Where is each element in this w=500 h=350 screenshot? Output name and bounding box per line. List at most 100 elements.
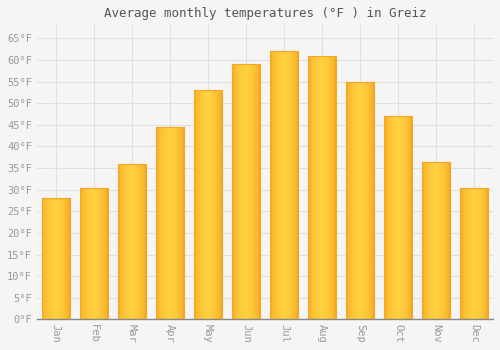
Bar (439, 162, 440, 320)
Bar (171, 127, 172, 320)
Bar (276, 51, 278, 320)
Bar (484, 188, 486, 320)
Bar (360, 82, 361, 320)
Bar (410, 116, 412, 320)
Bar (131, 164, 132, 320)
Bar (92, 188, 93, 320)
Bar (326, 56, 328, 320)
Bar (98, 188, 100, 320)
Bar (480, 188, 482, 320)
Bar (404, 116, 406, 320)
Bar (350, 82, 352, 320)
Bar (202, 90, 203, 320)
Bar (250, 64, 252, 320)
Bar (346, 82, 348, 320)
Bar (80, 188, 82, 320)
Bar (172, 127, 174, 320)
Bar (258, 64, 259, 320)
Bar (163, 127, 164, 320)
Bar (132, 164, 133, 320)
Bar (366, 82, 368, 320)
Bar (362, 82, 363, 320)
Bar (106, 188, 107, 320)
Bar (211, 90, 212, 320)
Bar (354, 82, 355, 320)
Bar (238, 64, 240, 320)
Bar (330, 56, 332, 320)
Bar (348, 82, 350, 320)
Bar (176, 127, 178, 320)
Bar (370, 82, 372, 320)
Bar (206, 90, 207, 320)
Bar (247, 64, 248, 320)
Bar (402, 116, 403, 320)
Bar (364, 82, 366, 320)
Bar (292, 51, 294, 320)
Bar (322, 56, 323, 320)
Bar (166, 127, 167, 320)
Bar (242, 64, 243, 320)
Bar (86, 188, 87, 320)
Bar (460, 188, 462, 320)
Bar (478, 188, 479, 320)
Bar (60, 198, 62, 320)
Bar (128, 164, 129, 320)
Bar (325, 56, 326, 320)
Bar (244, 64, 245, 320)
Bar (314, 56, 316, 320)
Bar (62, 198, 64, 320)
Bar (473, 188, 474, 320)
Bar (93, 188, 94, 320)
Bar (282, 51, 283, 320)
Bar (430, 162, 432, 320)
Bar (312, 56, 314, 320)
Bar (210, 90, 211, 320)
Bar (395, 116, 396, 320)
Bar (270, 51, 272, 320)
Bar (54, 198, 55, 320)
Bar (203, 90, 204, 320)
Bar (220, 90, 221, 320)
Bar (124, 164, 125, 320)
Bar (130, 164, 131, 320)
Bar (440, 162, 441, 320)
Bar (477, 188, 478, 320)
Bar (105, 188, 106, 320)
Bar (160, 127, 162, 320)
Bar (397, 116, 398, 320)
Bar (475, 188, 476, 320)
Bar (88, 188, 89, 320)
Bar (446, 162, 448, 320)
Bar (194, 90, 196, 320)
Bar (316, 56, 317, 320)
Bar (66, 198, 67, 320)
Bar (46, 198, 48, 320)
Bar (406, 116, 408, 320)
Bar (246, 64, 247, 320)
Bar (317, 56, 318, 320)
Bar (361, 82, 362, 320)
Bar (428, 162, 430, 320)
Bar (165, 127, 166, 320)
Bar (422, 162, 424, 320)
Bar (433, 162, 434, 320)
Bar (245, 64, 246, 320)
Bar (464, 188, 466, 320)
Bar (64, 198, 66, 320)
Bar (401, 116, 402, 320)
Bar (392, 116, 394, 320)
Bar (232, 64, 234, 320)
Bar (44, 198, 46, 320)
Bar (96, 188, 98, 320)
Bar (486, 188, 488, 320)
Bar (87, 188, 88, 320)
Bar (359, 82, 360, 320)
Bar (368, 82, 370, 320)
Bar (205, 90, 206, 320)
Bar (466, 188, 468, 320)
Bar (442, 162, 444, 320)
Bar (434, 162, 435, 320)
Bar (319, 56, 320, 320)
Bar (90, 188, 91, 320)
Bar (432, 162, 433, 320)
